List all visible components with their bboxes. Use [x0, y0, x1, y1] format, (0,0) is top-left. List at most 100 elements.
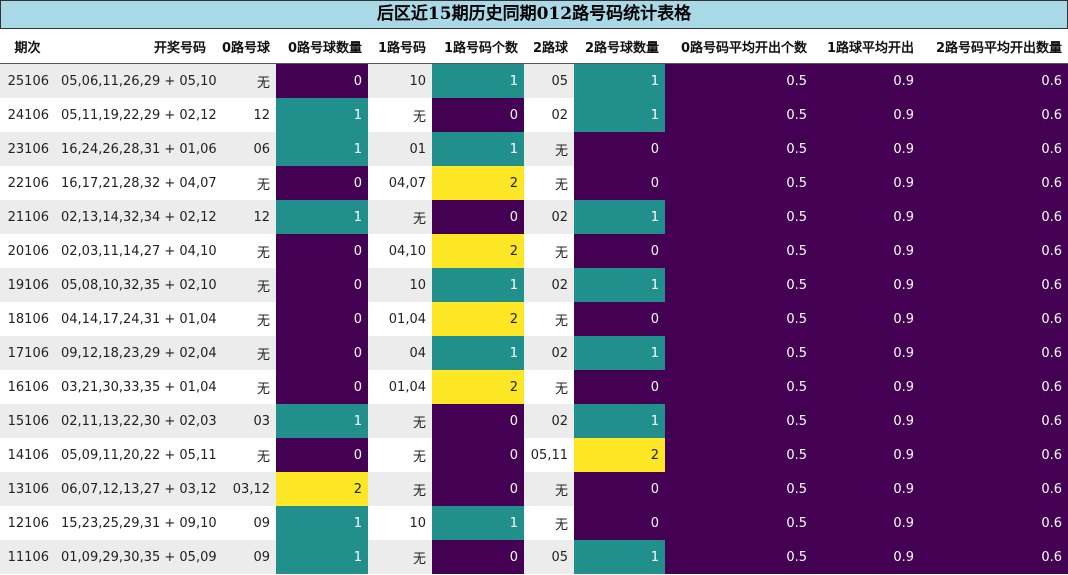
cell-route0-avg: 0.5 [665, 438, 813, 472]
cell-route0-count: 0 [276, 166, 368, 200]
cell-route1-balls: 无 [368, 472, 432, 506]
header-route2-avg: 2路号码平均开出数量 [920, 29, 1068, 64]
cell-route1-avg: 0.9 [813, 234, 920, 268]
cell-route1-count: 1 [432, 336, 524, 370]
cell-route1-balls: 01 [368, 132, 432, 166]
cell-route1-count: 0 [432, 540, 524, 574]
cell-draw-numbers: 09,12,18,23,29 + 02,04 [55, 336, 217, 370]
table-title: 后区近15期历史同期012路号码统计表格 [0, 0, 1068, 29]
cell-draw-numbers: 02,11,13,22,30 + 02,03 [55, 404, 217, 438]
cell-route0-balls: 12 [212, 200, 276, 234]
cell-route1-balls: 无 [368, 540, 432, 574]
header-route2-count: 2路号球数量 [574, 29, 665, 64]
cell-route1-balls: 无 [368, 404, 432, 438]
cell-route2-avg: 0.6 [920, 98, 1068, 132]
cell-route1-count: 1 [432, 132, 524, 166]
table-row: 24106 05,11,19,22,29 + 02,12 12 1 无 0 02 1 0.5 0.… [0, 98, 1068, 132]
cell-route0-balls: 无 [212, 336, 276, 370]
cell-route2-count: 1 [574, 404, 665, 438]
cell-route2-balls: 无 [524, 302, 574, 336]
cell-route2-balls: 无 [524, 234, 574, 268]
cell-route1-balls: 04 [368, 336, 432, 370]
cell-route2-avg: 0.6 [920, 540, 1068, 574]
cell-route1-balls: 无 [368, 200, 432, 234]
cell-route2-avg: 0.6 [920, 370, 1068, 404]
cell-route0-avg: 0.5 [665, 370, 813, 404]
cell-route0-balls: 无 [212, 234, 276, 268]
cell-draw-numbers: 16,24,26,28,31 + 01,06 [55, 132, 217, 166]
cell-route1-avg: 0.9 [813, 370, 920, 404]
cell-route0-count: 1 [276, 200, 368, 234]
cell-route1-balls: 04,10 [368, 234, 432, 268]
cell-route0-balls: 无 [212, 268, 276, 302]
cell-route0-avg: 0.5 [665, 302, 813, 336]
table-row: 17106 09,12,18,23,29 + 02,04 无 0 04 1 02 1 0.5 0.… [0, 336, 1068, 370]
cell-route1-balls: 10 [368, 506, 432, 540]
cell-route2-count: 1 [574, 63, 665, 98]
cell-route2-balls: 无 [524, 472, 574, 506]
cell-route2-balls: 02 [524, 404, 574, 438]
cell-route2-count: 0 [574, 370, 665, 404]
cell-route1-count: 0 [432, 200, 524, 234]
table-row: 16106 03,21,30,33,35 + 01,04 无 0 01,04 2 无 0 0.5… [0, 370, 1068, 404]
cell-route0-avg: 0.5 [665, 506, 813, 540]
cell-route0-avg: 0.5 [665, 540, 813, 574]
cell-period: 13106 [0, 472, 55, 506]
cell-route1-avg: 0.9 [813, 472, 920, 506]
cell-route1-balls: 01,04 [368, 370, 432, 404]
table-row: 19106 05,08,10,32,35 + 02,10 无 0 10 1 02 1 0.5 0.… [0, 268, 1068, 302]
cell-route0-balls: 03 [212, 404, 276, 438]
cell-route0-balls: 03,12 [212, 472, 276, 506]
cell-route2-count: 1 [574, 268, 665, 302]
cell-route0-avg: 0.5 [665, 268, 813, 302]
cell-route2-avg: 0.6 [920, 63, 1068, 98]
cell-period: 21106 [0, 200, 55, 234]
table-row: 12106 15,23,25,29,31 + 09,10 09 1 10 1 无 0 0.5 0.… [0, 506, 1068, 540]
cell-route1-balls: 01,04 [368, 302, 432, 336]
cell-route0-count: 0 [276, 438, 368, 472]
cell-route0-count: 1 [276, 98, 368, 132]
cell-period: 12106 [0, 506, 55, 540]
cell-period: 25106 [0, 63, 55, 98]
cell-route1-avg: 0.9 [813, 506, 920, 540]
table-body: 25106 05,06,11,26,29 + 05,10 无 0 10 1 05 1 0.5 0.… [0, 63, 1068, 574]
cell-route1-avg: 0.9 [813, 98, 920, 132]
header-route2-balls: 2路球 [524, 29, 574, 64]
header-row: 期次 开奖号码 0路号球 0路号球数量 1路号码 1路号码个数 2路球 2路号球… [0, 29, 1068, 64]
cell-route1-count: 2 [432, 166, 524, 200]
cell-route0-count: 0 [276, 268, 368, 302]
cell-route0-avg: 0.5 [665, 472, 813, 506]
table-row: 14106 05,09,11,20,22 + 05,11 无 0 无 0 05,11 2 0.5… [0, 438, 1068, 472]
cell-route1-count: 2 [432, 302, 524, 336]
cell-route2-count: 1 [574, 98, 665, 132]
table-row: 13106 06,07,12,13,27 + 03,12 03,12 2 无 0 无 0 0.5… [0, 472, 1068, 506]
cell-route1-avg: 0.9 [813, 404, 920, 438]
cell-route1-avg: 0.9 [813, 302, 920, 336]
cell-route0-avg: 0.5 [665, 132, 813, 166]
cell-draw-numbers: 05,06,11,26,29 + 05,10 [55, 63, 217, 98]
cell-route2-avg: 0.6 [920, 132, 1068, 166]
cell-period: 22106 [0, 166, 55, 200]
cell-route2-count: 0 [574, 234, 665, 268]
cell-route1-count: 0 [432, 472, 524, 506]
cell-route0-count: 0 [276, 302, 368, 336]
cell-period: 24106 [0, 98, 55, 132]
cell-route0-avg: 0.5 [665, 404, 813, 438]
cell-period: 14106 [0, 438, 55, 472]
table-row: 11106 01,09,29,30,35 + 05,09 09 1 无 0 05 1 0.5 0.… [0, 540, 1068, 574]
cell-route2-count: 0 [574, 302, 665, 336]
cell-route2-balls: 02 [524, 98, 574, 132]
cell-route1-count: 0 [432, 98, 524, 132]
cell-route1-balls: 10 [368, 63, 432, 98]
header-route1-avg: 1路球平均开出 [813, 29, 920, 64]
cell-route2-count: 2 [574, 438, 665, 472]
cell-period: 17106 [0, 336, 55, 370]
cell-route2-balls: 02 [524, 200, 574, 234]
cell-route0-balls: 无 [212, 438, 276, 472]
cell-route2-count: 1 [574, 336, 665, 370]
cell-route2-balls: 02 [524, 268, 574, 302]
cell-period: 23106 [0, 132, 55, 166]
cell-route2-balls: 无 [524, 506, 574, 540]
cell-draw-numbers: 05,09,11,20,22 + 05,11 [55, 438, 217, 472]
cell-draw-numbers: 02,03,11,14,27 + 04,10 [55, 234, 217, 268]
